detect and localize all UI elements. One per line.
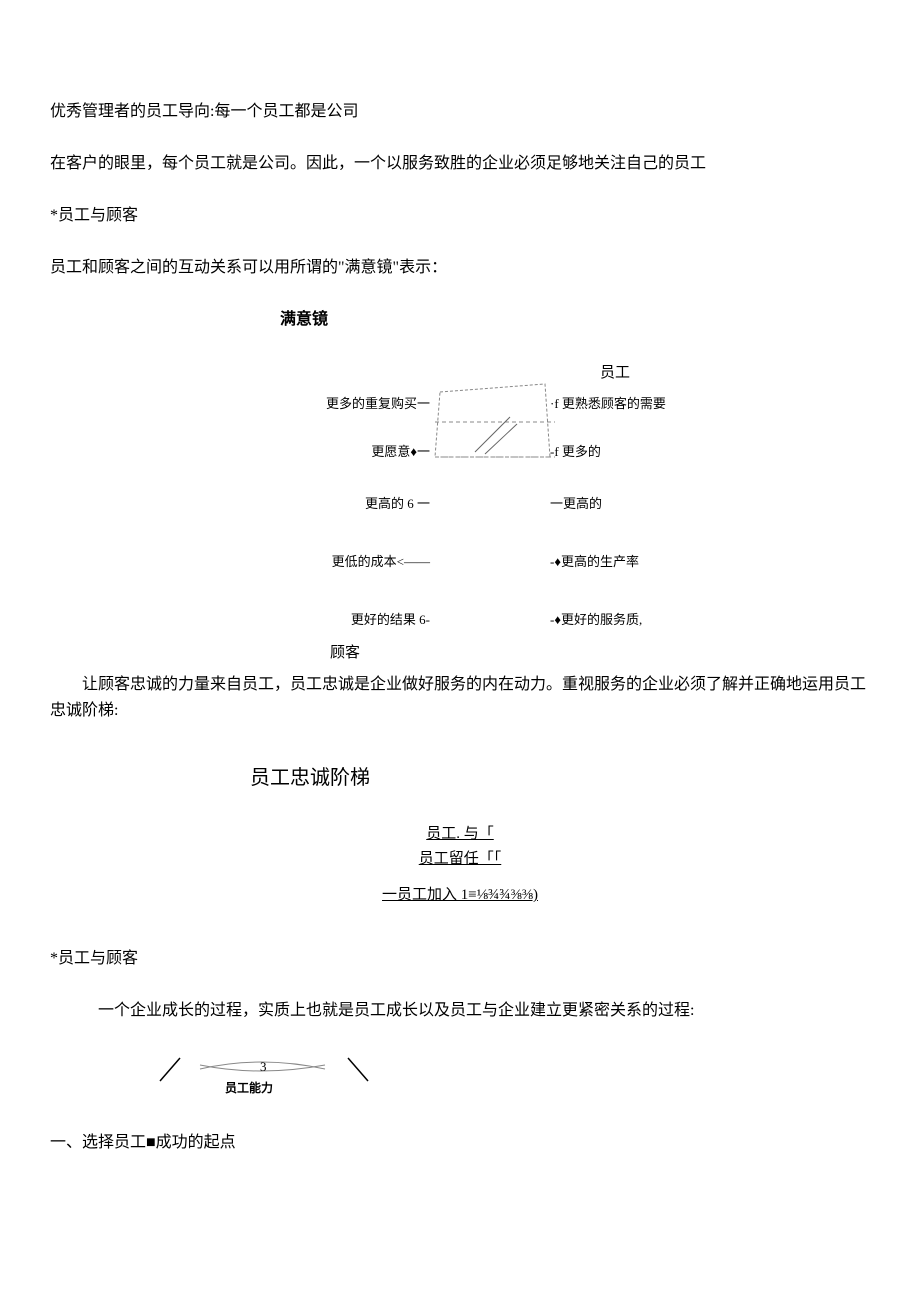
paragraph-4: 员工和顾客之间的互动关系可以用所谓的"满意镜"表示： (50, 256, 870, 280)
mirror-diagram-svg (425, 382, 565, 492)
mirror-diagram: 员工 更多的重复购买一 ·f 更熟悉顾客的需要 更愿意♦一 -f 更多的 更高的… (50, 362, 870, 662)
mirror-row-3-right: 一更高的 (550, 494, 602, 514)
capability-diagram: 3 员工能力 (110, 1051, 370, 1101)
mirror-row-3-left: 更高的 6 一 (365, 494, 430, 514)
paragraph-3: *员工与顾客 (50, 204, 870, 228)
paragraph-7: 一个企业成长的过程，实质上也就是员工成长以及员工与企业建立更紧密关系的过程: (98, 999, 870, 1023)
mirror-row-1-right: ·f 更熟悉顾客的需要 (550, 394, 666, 414)
paragraph-8: 一、选择员工■成功的起点 (50, 1131, 870, 1155)
mirror-row-4-right: -♦更高的生产率 (550, 552, 639, 572)
ladder-line-1: 员工. 与「 (50, 823, 870, 846)
mirror-row-5-right: -♦更好的服务质, (550, 610, 642, 630)
paragraph-6: *员工与顾客 (50, 947, 870, 971)
ladder-title: 员工忠诚阶梯 (250, 763, 870, 793)
ladder-block: 员工. 与「 员工留任「「 一员工加入 1≡⅛¾¾⅜⅜) (50, 823, 870, 907)
mirror-row-2-right: -f 更多的 (550, 442, 601, 462)
mirror-top-label: 员工 (600, 362, 630, 385)
mirror-bottom-label: 顾客 (330, 642, 360, 665)
capability-diagram-label: 员工能力 (225, 1079, 273, 1097)
paragraph-2: 在客户的眼里，每个员工就是公司。因此，一个以服务致胜的企业必须足够地关注自己的员… (50, 152, 870, 176)
mirror-row-5-left: 更好的结果 6- (351, 610, 430, 630)
ladder-line-3: 一员工加入 1≡⅛¾¾⅜⅜) (50, 884, 870, 907)
mirror-row-2-left: 更愿意♦一 (371, 442, 430, 462)
paragraph-5: 让顾客忠诚的力量来自员工，员工忠诚是企业做好服务的内在动力。重视服务的企业必须了… (50, 672, 870, 723)
ladder-line-2: 员工留任「「 (50, 848, 870, 871)
mirror-row-4-left: 更低的成本<—— (332, 552, 430, 572)
mirror-row-1-left: 更多的重复购买一 (326, 394, 430, 414)
mirror-diagram-title: 满意镜 (280, 308, 870, 332)
capability-diagram-number: 3 (260, 1057, 267, 1077)
paragraph-1: 优秀管理者的员工导向:每一个员工都是公司 (50, 100, 870, 124)
